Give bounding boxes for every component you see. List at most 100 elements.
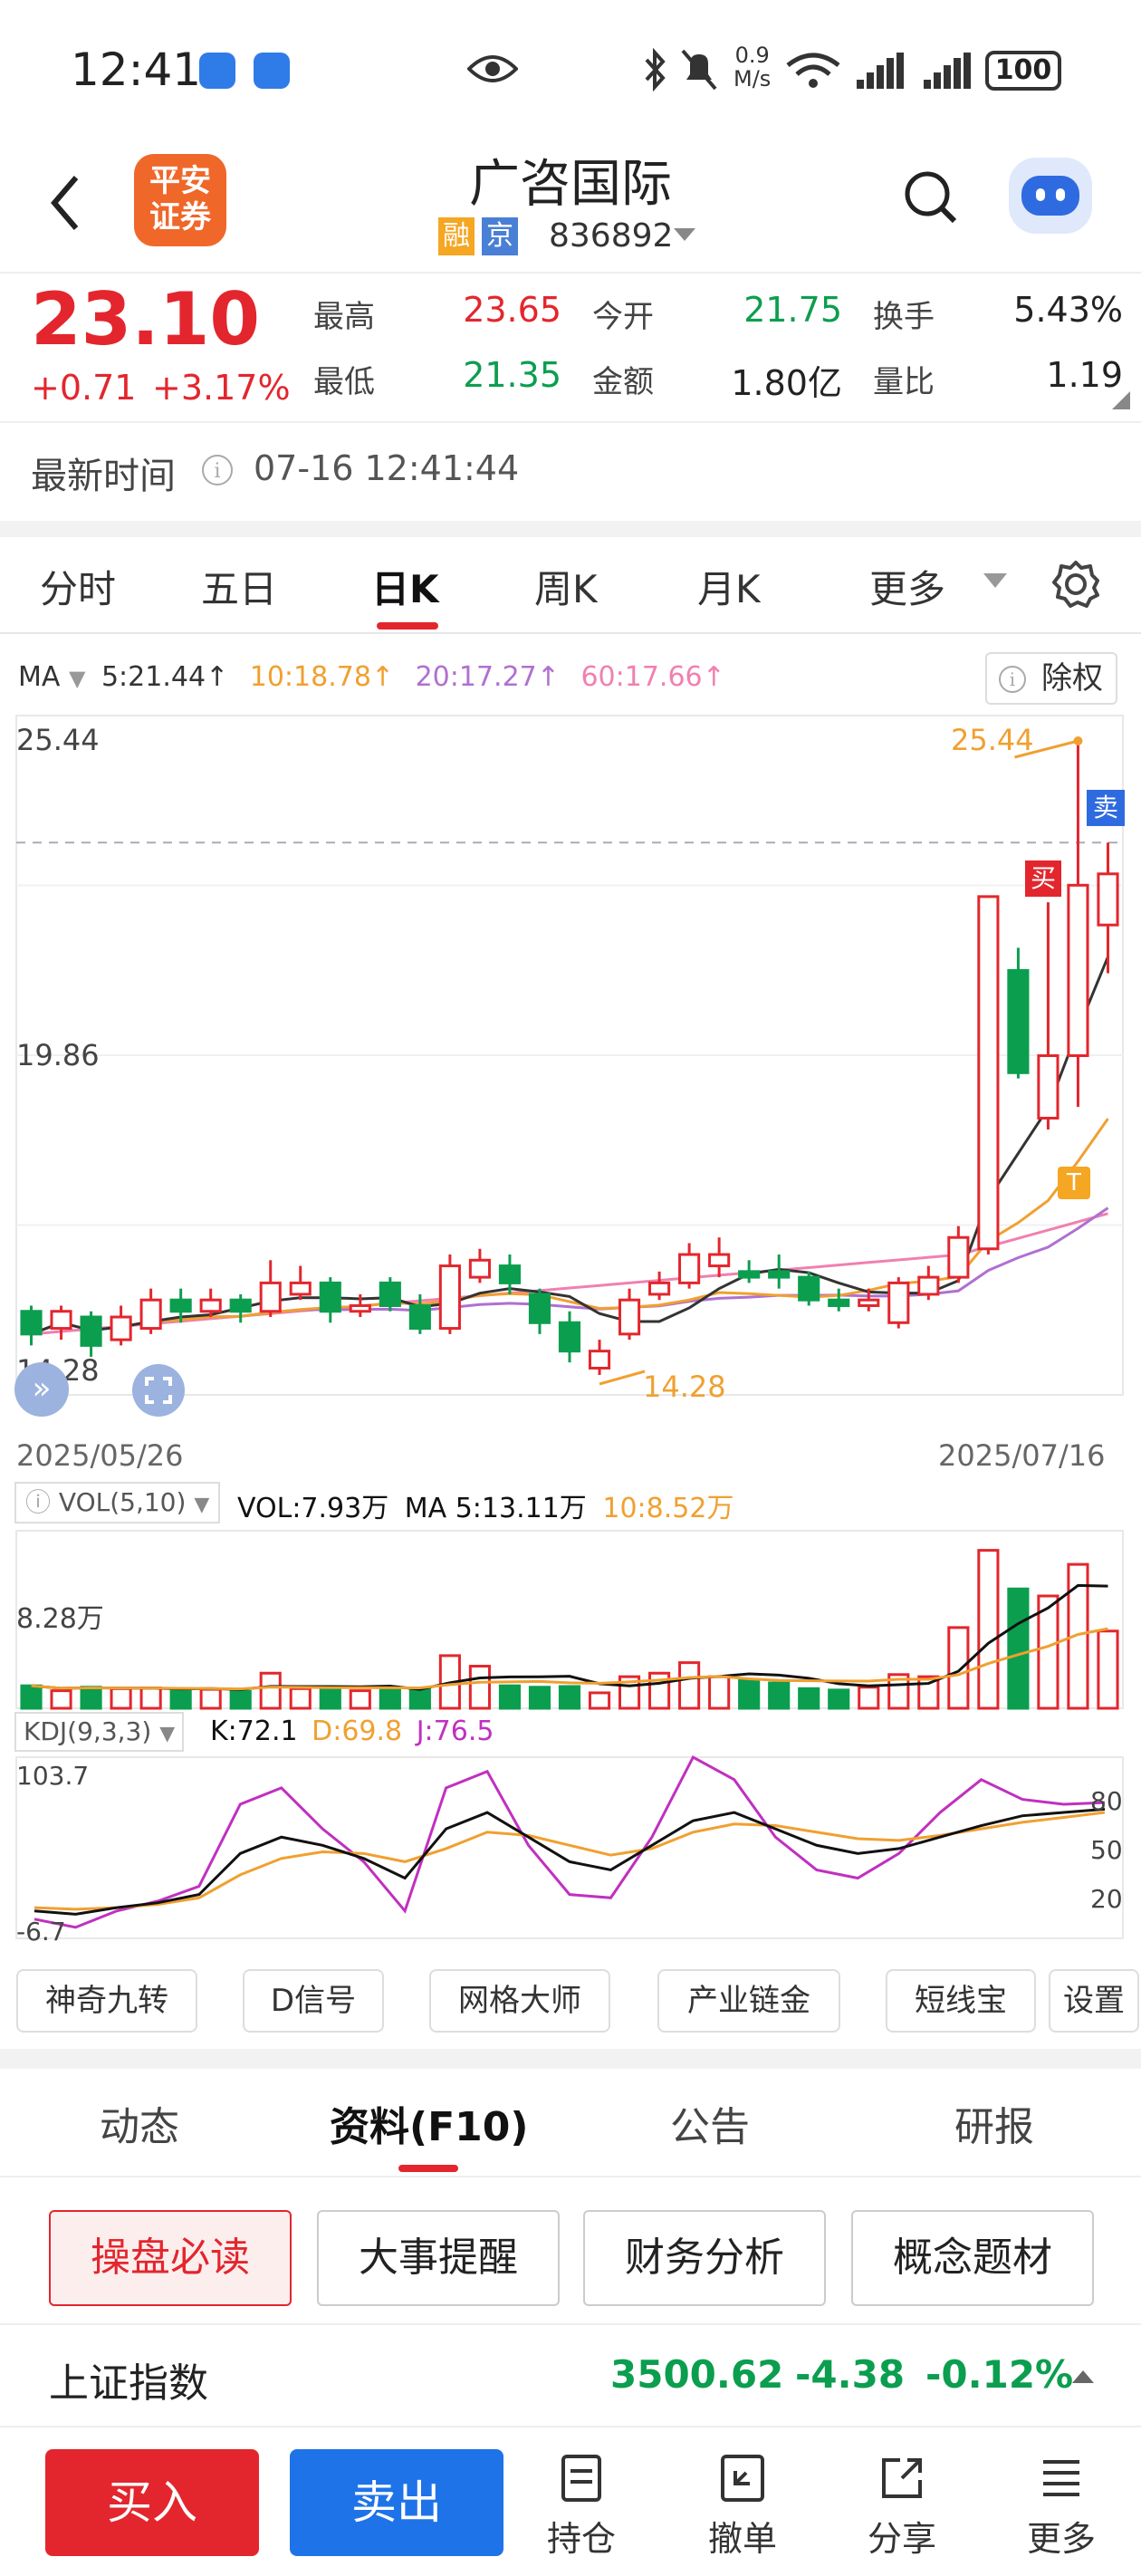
kdj-k-line — [34, 1807, 1106, 1916]
tool-grid-master[interactable]: 网格大师 — [429, 1969, 610, 2033]
candle-body — [708, 1253, 731, 1268]
must-read-button[interactable]: 操盘必读 — [49, 2210, 292, 2306]
nav-more[interactable]: 更多 — [1007, 2451, 1116, 2561]
info-icon: ⓘ — [25, 1487, 52, 1517]
ma-dropdown-icon[interactable]: ▼ — [68, 666, 86, 691]
document-icon — [561, 2455, 601, 2502]
nav-positions[interactable]: 持仓 — [527, 2451, 636, 2561]
tab-f10[interactable]: 资料(F10) — [330, 2104, 529, 2150]
fast-forward-button[interactable]: » — [14, 1362, 69, 1417]
tab-weekly-k[interactable]: 周K — [534, 567, 598, 611]
buy-marker[interactable]: 买 — [1025, 860, 1061, 897]
active-tab-indicator — [377, 622, 438, 630]
turnover-value: 5.43% — [1013, 290, 1123, 330]
tool-d-signal[interactable]: D信号 — [243, 1969, 384, 2033]
info-tabs: 动态 资料(F10) 公告 研报 — [0, 2069, 1141, 2177]
info-icon[interactable]: i — [201, 454, 234, 486]
sell-button[interactable]: 卖出 — [290, 2449, 503, 2556]
kdj-k: K:72.1 — [210, 1716, 298, 1747]
ai-robot-icon[interactable] — [1009, 158, 1092, 234]
update-time-row: 最新时间 i 07-16 12:41:44 — [0, 421, 1141, 521]
more-dropdown-icon[interactable] — [983, 573, 1007, 590]
quote-panel: 23.10 +0.71 +3.17% 最高 23.65 今开 21.75 换手 … — [0, 272, 1141, 421]
kline-chart-area: MA ▼ 5:21.44↑ 10:18.78↑ 20:17.27↑ 60:17.… — [0, 634, 1141, 1956]
market-tag: 京 — [482, 217, 518, 255]
chevron-up-icon[interactable] — [1072, 2369, 1094, 2383]
kdj-axis-top: 103.7 — [16, 1761, 90, 1791]
index-ticker[interactable]: 上证指数 3500.62 -4.38 -0.12% — [0, 2323, 1141, 2427]
tool-settings[interactable]: 设置 — [1049, 1969, 1139, 2033]
volume-bar — [289, 1687, 312, 1710]
candlestick-chart[interactable] — [0, 634, 1141, 1956]
candle-body — [1037, 1053, 1060, 1120]
kdj-indicator-select[interactable]: KDJ(9,3,3) ▼ — [14, 1712, 185, 1752]
fullscreen-icon — [145, 1377, 172, 1404]
candle-body — [798, 1275, 820, 1302]
concept-button[interactable]: 概念题材 — [851, 2210, 1094, 2306]
volume-bar — [169, 1688, 192, 1710]
candle-body — [468, 1258, 491, 1279]
search-icon[interactable] — [902, 168, 960, 226]
volume-bar — [887, 1673, 910, 1710]
nav-share[interactable]: 分享 — [848, 2451, 956, 2561]
candle-body — [678, 1253, 701, 1284]
clock: 12:41 — [71, 43, 202, 96]
tab-news[interactable]: 动态 — [100, 2104, 179, 2150]
back-arrow-icon[interactable] — [47, 167, 83, 239]
tab-five-day[interactable]: 五日 — [201, 567, 278, 611]
stock-code[interactable]: 836892 — [549, 217, 674, 255]
volume-bar — [708, 1675, 731, 1710]
candle-body — [528, 1293, 551, 1324]
events-button[interactable]: 大事提醒 — [317, 2210, 560, 2306]
candle-body — [858, 1298, 880, 1307]
eye-icon — [467, 55, 518, 82]
ma-label[interactable]: MA — [18, 661, 61, 693]
candle-body — [648, 1281, 671, 1296]
vol-ma10: 10:8.52万 — [602, 1493, 734, 1524]
finance-button[interactable]: 财务分析 — [583, 2210, 826, 2306]
expand-corner-icon[interactable] — [1112, 391, 1130, 409]
candle-body — [379, 1281, 401, 1307]
candle-body — [20, 1310, 43, 1336]
candle-body — [588, 1350, 611, 1370]
kdj-panel-frame — [15, 1756, 1124, 1939]
nav-cancel-order[interactable]: 撤单 — [688, 2451, 797, 2561]
candle-body — [229, 1298, 252, 1313]
t-marker[interactable]: T — [1058, 1167, 1090, 1199]
candle-body — [558, 1321, 581, 1353]
vol-indicator-select[interactable]: ⓘ VOL(5,10) ▼ — [14, 1482, 221, 1523]
fullscreen-button[interactable] — [132, 1364, 185, 1417]
tab-monthly-k[interactable]: 月K — [697, 567, 761, 611]
candle-body — [768, 1270, 791, 1279]
tab-more[interactable]: 更多 — [869, 567, 946, 611]
ma20-value: 20:17.27↑ — [415, 661, 560, 693]
high-pointer-dot — [1073, 736, 1083, 745]
candle-body — [169, 1298, 192, 1313]
volume-ma10-line — [31, 1627, 1108, 1691]
tab-research[interactable]: 研报 — [954, 2104, 1034, 2150]
buy-button[interactable]: 买入 — [45, 2449, 259, 2556]
broker-logo: 平安 证券 — [134, 154, 226, 246]
tab-daily-k[interactable]: 日K — [371, 567, 439, 611]
tool-magic-nine[interactable]: 神奇九转 — [16, 1969, 197, 2033]
signal-icon-1 — [857, 53, 904, 89]
vol-ma5: MA 5:13.11万 — [404, 1493, 587, 1524]
sell-marker[interactable]: 卖 — [1087, 790, 1125, 826]
adjust-button[interactable]: i 除权 — [985, 652, 1117, 705]
bottom-action-bar: 买入 卖出 持仓 撤单 分享 更多 — [0, 2427, 1141, 2576]
tool-industry-chain[interactable]: 产业链金 — [657, 1969, 840, 2033]
kdj-j: J:76.5 — [416, 1716, 494, 1747]
tab-announcements[interactable]: 公告 — [670, 2104, 750, 2150]
tab-intraday[interactable]: 分时 — [40, 567, 117, 611]
update-label: 最新时间 — [31, 456, 176, 497]
kdj-axis-bottom: -6.7 — [16, 1917, 66, 1946]
volume-bar — [858, 1686, 880, 1710]
notification-app-icon-2 — [254, 53, 290, 89]
tool-short-term[interactable]: 短线宝 — [886, 1969, 1036, 2033]
price-axis-top: 25.44 — [16, 723, 100, 757]
bluetooth-icon — [645, 47, 666, 92]
gear-icon[interactable] — [1050, 559, 1101, 610]
ma-legend: MA ▼ 5:21.44↑ 10:18.78↑ 20:17.27↑ 60:17.… — [18, 661, 725, 693]
code-dropdown-icon[interactable] — [674, 228, 695, 243]
price-change-pct: +3.17% — [152, 368, 291, 408]
